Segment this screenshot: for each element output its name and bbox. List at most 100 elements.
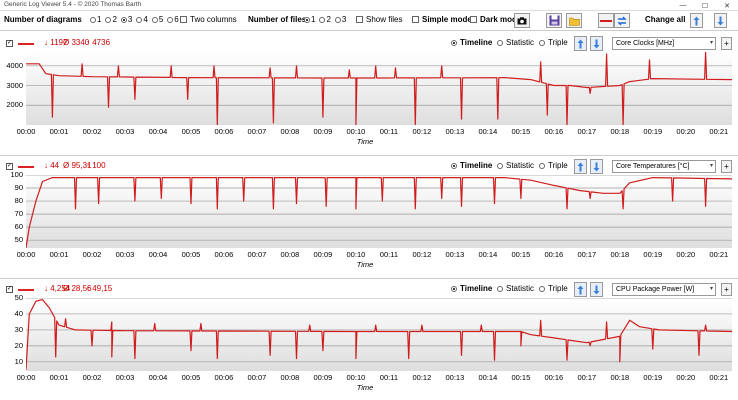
- mode-radio-button[interactable]: [539, 39, 545, 46]
- x-tick-label: 00:13: [445, 127, 465, 136]
- diagram-radio-2[interactable]: [105, 16, 112, 23]
- mode-radio-button[interactable]: [539, 285, 545, 292]
- arrow-up-icon[interactable]: [690, 13, 703, 28]
- mode-radio-2[interactable]: Triple: [539, 38, 568, 47]
- x-tick-label: 00:01: [49, 250, 69, 259]
- files-radio-3[interactable]: [334, 16, 341, 23]
- add-series-button[interactable]: +: [721, 160, 732, 173]
- show-files-check-box[interactable]: [356, 16, 363, 23]
- add-series-button[interactable]: +: [721, 283, 732, 296]
- add-series-button[interactable]: +: [721, 37, 732, 50]
- x-tick-label: 00:07: [247, 127, 267, 136]
- x-tick-label: 00:17: [577, 373, 597, 382]
- chevron-down-icon[interactable]: ▾: [709, 163, 713, 169]
- camera-icon[interactable]: [514, 13, 530, 28]
- sensor-select[interactable]: Core Clocks [MHz] ▾: [612, 37, 716, 50]
- x-tick-label: 00:16: [544, 127, 564, 136]
- x-tick-label: 00:18: [610, 127, 630, 136]
- x-tick-label: 00:11: [379, 250, 398, 259]
- mode-radio-0[interactable]: Timeline: [451, 38, 492, 47]
- change-all-label: Change all: [645, 15, 686, 24]
- arrow-up-icon[interactable]: [574, 282, 587, 297]
- save-icon[interactable]: [546, 13, 562, 28]
- diagram-radio-1[interactable]: [90, 16, 96, 23]
- stat-min: ↓ 4,254: [44, 284, 71, 293]
- arrow-down-icon[interactable]: [590, 159, 603, 174]
- series-line: [26, 299, 732, 370]
- series-line: [26, 52, 732, 125]
- series-color-swatch[interactable]: [18, 166, 34, 168]
- stat-avg: Ø 28,56: [63, 284, 92, 293]
- mode-radio-2[interactable]: Triple: [539, 284, 568, 293]
- diagram-count-radio-group: 1 2 3 4 5 6: [86, 15, 179, 24]
- mode-radio-button[interactable]: [539, 162, 545, 169]
- diagram-radio-3[interactable]: [120, 16, 127, 23]
- mode-radio-1[interactable]: Statistic: [497, 161, 534, 170]
- simple-mode-check-box[interactable]: [412, 16, 419, 23]
- num-diagrams-label: Number of diagrams: [4, 15, 82, 24]
- chart-plot-area: [26, 298, 732, 371]
- series-color-swatch[interactable]: [18, 289, 34, 291]
- arrow-down-icon[interactable]: [590, 282, 603, 297]
- diagram-radio-5[interactable]: [151, 16, 158, 23]
- dark-mode-checkbox[interactable]: Dark mod: [470, 15, 517, 24]
- x-tick-label: 00:16: [544, 373, 564, 382]
- arrow-up-icon[interactable]: [574, 36, 587, 51]
- stat-min: ↓ 1197: [44, 38, 68, 47]
- mode-radio-1[interactable]: Statistic: [497, 38, 534, 47]
- x-tick-label: 00:04: [148, 127, 168, 136]
- chevron-down-icon[interactable]: ▾: [709, 286, 713, 292]
- mode-radio-0[interactable]: Timeline: [451, 161, 492, 170]
- line-style-icon[interactable]: [598, 13, 614, 28]
- x-tick-label: 00:09: [313, 127, 333, 136]
- arrow-down-icon[interactable]: [714, 13, 727, 28]
- sensor-select[interactable]: CPU Package Power [W] ▾: [612, 283, 716, 296]
- files-radio-1[interactable]: [304, 16, 310, 23]
- chevron-down-icon[interactable]: ▾: [709, 40, 713, 46]
- minimize-icon[interactable]: —: [679, 2, 687, 9]
- mode-radio-button[interactable]: [451, 285, 457, 292]
- x-tick-label: 00:08: [280, 250, 300, 259]
- close-icon[interactable]: ✕: [724, 2, 730, 10]
- plot-background: [26, 298, 732, 371]
- arrow-up-icon[interactable]: [574, 159, 587, 174]
- x-tick-label: 00:03: [115, 373, 135, 382]
- dark-mode-check-box[interactable]: [470, 16, 477, 23]
- show-files-checkbox[interactable]: Show files: [356, 15, 402, 24]
- diagram-radio-6[interactable]: [167, 16, 174, 23]
- x-tick-label: 00:03: [115, 127, 135, 136]
- mode-radio-button[interactable]: [451, 162, 457, 169]
- simple-mode-checkbox[interactable]: Simple mode: [412, 15, 472, 24]
- x-tick-label: 00:11: [379, 127, 398, 136]
- plot-background: [26, 52, 732, 125]
- files-radio-2[interactable]: [319, 16, 326, 23]
- mode-radio-button[interactable]: [497, 285, 503, 292]
- diagram-visible-checkbox[interactable]: ✓: [6, 40, 13, 47]
- mode-radio-button[interactable]: [497, 162, 503, 169]
- num-files-label: Number of files: [248, 15, 307, 24]
- maximize-icon[interactable]: ☐: [701, 2, 709, 10]
- y-tick-label: 10: [14, 356, 23, 366]
- diagram-radio-4[interactable]: [136, 16, 143, 23]
- mode-radio-0[interactable]: Timeline: [451, 284, 492, 293]
- mode-label: Statistic: [506, 161, 535, 170]
- swap-icon[interactable]: [614, 13, 630, 28]
- arrow-down-icon[interactable]: [590, 36, 603, 51]
- mode-radio-button[interactable]: [497, 39, 503, 46]
- two-columns-check-box[interactable]: [180, 16, 187, 23]
- chart-svg: [26, 52, 732, 125]
- diagram-visible-checkbox[interactable]: ✓: [6, 163, 13, 170]
- file-count-radio-group: 1 2 3: [300, 15, 346, 24]
- x-tick-label: 00:01: [49, 127, 69, 136]
- x-tick-label: 00:06: [214, 373, 234, 382]
- diagram-visible-checkbox[interactable]: ✓: [6, 286, 13, 293]
- sensor-select[interactable]: Core Temperatures [°C] ▾: [612, 160, 716, 173]
- series-color-swatch[interactable]: [18, 43, 34, 45]
- x-tick-label: 00:04: [148, 373, 168, 382]
- folder-icon[interactable]: [566, 13, 582, 28]
- two-columns-checkbox[interactable]: Two columns: [180, 15, 237, 24]
- x-tick-label: 00:00: [16, 127, 36, 136]
- mode-radio-1[interactable]: Statistic: [497, 284, 534, 293]
- mode-radio-2[interactable]: Triple: [539, 161, 568, 170]
- mode-radio-button[interactable]: [451, 39, 457, 46]
